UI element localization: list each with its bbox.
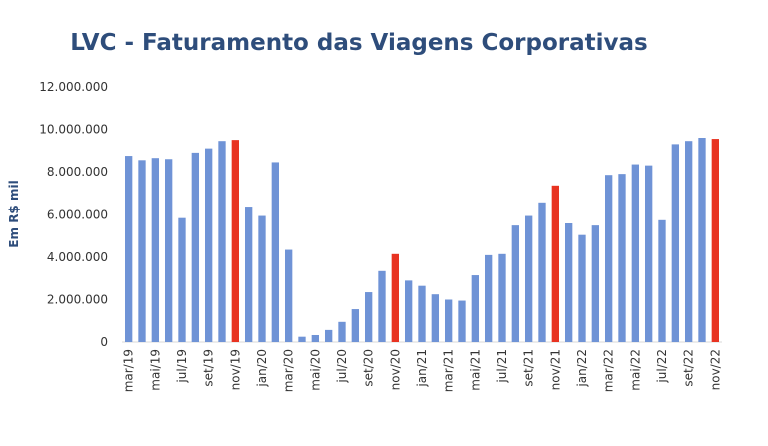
bar: [471, 275, 479, 342]
y-tick-label: 12.000.000: [39, 80, 108, 94]
x-tick-label: jan/22: [575, 349, 589, 388]
x-tick-label: nov/19: [228, 349, 242, 390]
bar: [485, 254, 493, 343]
y-tick-label: 6.000.000: [47, 208, 108, 222]
x-tick-label: mar/20: [282, 349, 296, 392]
bar: [685, 141, 693, 342]
x-tick-label: mai/20: [308, 349, 322, 391]
y-tick-label: 10.000.000: [39, 123, 108, 137]
bar: [138, 160, 146, 342]
bar: [405, 280, 413, 343]
x-tick-label: mai/22: [628, 349, 642, 391]
bar: [351, 309, 359, 342]
bar: [631, 164, 639, 342]
bar: [298, 336, 306, 342]
bar-highlighted: [711, 139, 719, 342]
bar: [271, 162, 279, 342]
bar: [191, 152, 199, 343]
x-tick-label: jul/21: [495, 349, 509, 384]
bar: [618, 174, 626, 343]
y-tick-label: 0: [100, 335, 108, 349]
x-tick-label: nov/20: [388, 349, 402, 390]
x-tick-label: jan/21: [415, 349, 429, 388]
bar: [525, 215, 533, 342]
bar: [511, 225, 519, 343]
x-tick-label: jul/19: [175, 349, 189, 384]
bar: [165, 159, 173, 342]
y-axis: 0 2.000.000 4.000.000 6.000.000 8.000.000 10.…: [39, 80, 108, 349]
bar: [418, 285, 426, 342]
bar-highlighted: [231, 140, 239, 343]
chart-title: LVC - Faturamento das Viagens Corporativ…: [70, 30, 648, 56]
bar: [645, 165, 653, 343]
x-tick-label: mar/22: [602, 349, 616, 392]
bar: [605, 175, 613, 342]
bar: [578, 234, 586, 342]
x-tick-label: mar/21: [442, 349, 456, 392]
bar: [565, 223, 573, 342]
bar: [365, 292, 373, 342]
bar: [151, 158, 159, 342]
bar: [178, 217, 186, 342]
x-tick-label: jul/22: [655, 349, 669, 384]
bar: [325, 329, 333, 342]
bar: [378, 270, 386, 342]
bar: [285, 249, 293, 342]
bar-highlighted: [551, 185, 559, 342]
x-tick-label: nov/22: [708, 349, 722, 390]
x-tick-label: set/21: [522, 349, 536, 387]
x-tick-label: set/19: [202, 349, 216, 387]
x-tick-label: nov/21: [548, 349, 562, 390]
bar: [245, 207, 253, 342]
bar: [338, 321, 346, 342]
y-tick-label: 2.000.000: [47, 293, 108, 307]
x-tick-label: jan/20: [255, 349, 269, 388]
bar: [218, 141, 226, 342]
bar: [458, 300, 466, 342]
bar: [658, 219, 666, 342]
bar: [445, 299, 453, 342]
bar: [698, 138, 706, 342]
bar: [205, 148, 213, 343]
x-tick-label: mai/21: [468, 349, 482, 391]
y-tick-label: 8.000.000: [47, 165, 108, 179]
bar-highlighted: [391, 253, 399, 342]
x-axis: mar/19 mai/19 jul/19 set/19 nov/19 jan/20 mar/…: [122, 341, 722, 392]
bars-group: [125, 138, 719, 343]
y-axis-label: Em R$ mil: [7, 180, 21, 247]
bar: [671, 144, 679, 343]
x-tick-label: mar/19: [122, 349, 136, 392]
x-tick-label: mai/19: [148, 349, 162, 391]
bar: [431, 294, 439, 342]
bar: [125, 156, 133, 342]
bar: [538, 202, 546, 342]
y-tick-label: 4.000.000: [47, 250, 108, 264]
x-tick-label: set/20: [362, 349, 376, 387]
bar: [498, 253, 506, 342]
bar: [311, 334, 319, 342]
x-tick-label: jul/20: [335, 349, 349, 384]
x-tick-label: set/22: [682, 349, 696, 387]
bar: [258, 215, 266, 342]
bar: [591, 225, 599, 343]
